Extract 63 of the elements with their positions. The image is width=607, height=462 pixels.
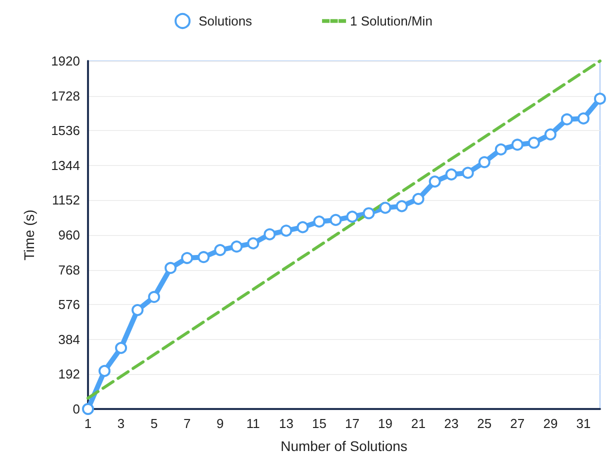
point xyxy=(164,262,177,274)
point xyxy=(528,136,540,149)
x-axis-title: Number of Solutions xyxy=(280,438,408,454)
point xyxy=(247,237,260,250)
point xyxy=(445,168,458,180)
y-tick-label: 960 xyxy=(58,228,80,242)
x-tick-label: 23 xyxy=(444,416,459,431)
point xyxy=(181,252,194,264)
x-tick-label: 29 xyxy=(543,416,558,431)
y-tick-label: 768 xyxy=(58,262,80,278)
x-tick-label: 7 xyxy=(183,416,191,431)
x-tick-label: 11 xyxy=(246,416,260,431)
x-tick-label: 31 xyxy=(576,416,591,431)
point xyxy=(148,290,160,303)
point xyxy=(560,113,573,126)
x-tick-label: 9 xyxy=(216,416,224,431)
y-axis-title: Time (s) xyxy=(21,210,37,260)
point xyxy=(462,166,474,179)
y-tick-label: 1536 xyxy=(51,123,80,138)
y-tick-label: 192 xyxy=(58,366,80,382)
x-tick-label: 25 xyxy=(477,416,492,431)
point xyxy=(98,364,111,377)
point xyxy=(544,128,556,140)
point xyxy=(264,228,276,240)
point xyxy=(230,240,243,253)
y-tick-label: 1728 xyxy=(51,88,80,104)
x-tick-label: 27 xyxy=(510,416,525,431)
x-tick-label: 17 xyxy=(345,416,360,431)
point xyxy=(214,244,226,256)
x-tick-label: 5 xyxy=(150,416,158,431)
y-tick-label: 1152 xyxy=(52,192,80,208)
x-tick-label: 19 xyxy=(378,416,393,431)
point xyxy=(379,202,392,214)
point xyxy=(115,342,128,354)
point xyxy=(198,251,210,264)
point xyxy=(396,200,408,212)
point xyxy=(494,143,507,156)
legend-label: 1 Solution/Min xyxy=(350,14,432,28)
point xyxy=(330,214,342,226)
point xyxy=(362,207,375,220)
point xyxy=(412,192,424,205)
x-tick-label: 13 xyxy=(278,416,294,431)
point xyxy=(577,112,590,124)
point xyxy=(313,216,326,228)
point xyxy=(280,224,292,237)
legend-label: Solutions xyxy=(198,14,253,28)
x-tick-label: 1 xyxy=(84,416,92,431)
point xyxy=(478,156,490,168)
y-tick-label: 1920 xyxy=(51,54,80,68)
point xyxy=(346,210,358,223)
point xyxy=(296,221,309,234)
y-tick-label: 1344 xyxy=(51,158,80,173)
y-tick-label: 384 xyxy=(58,332,80,347)
y-tick-label: 576 xyxy=(58,297,80,312)
y-tick-label: 0 xyxy=(72,402,80,416)
x-tick-label: 3 xyxy=(117,416,125,431)
point xyxy=(82,403,94,415)
x-tick-label: 15 xyxy=(312,416,326,431)
x-tick-label: 21 xyxy=(411,416,426,431)
point xyxy=(511,138,524,151)
point xyxy=(132,304,144,316)
point xyxy=(594,92,606,105)
point xyxy=(428,176,441,188)
